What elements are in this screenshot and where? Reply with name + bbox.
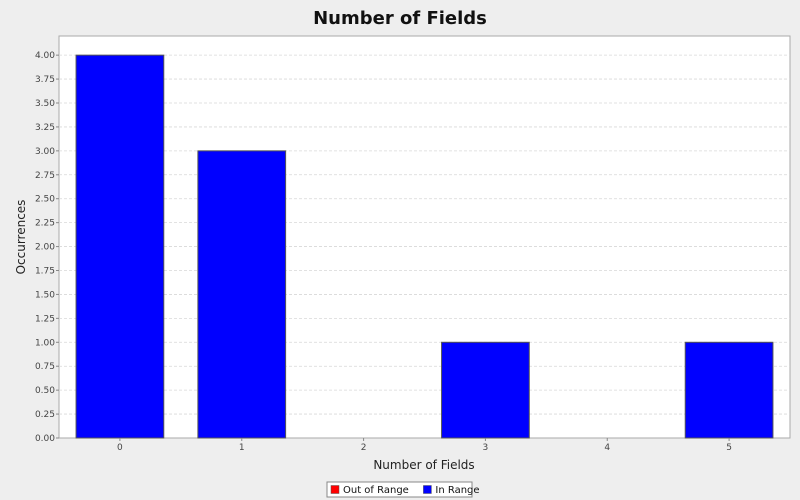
y-tick-label: 2.50 [35, 195, 55, 205]
y-tick-label: 3.75 [35, 75, 55, 85]
legend-box [326, 481, 473, 498]
y-tick-label: 1.75 [35, 267, 55, 277]
y-tick-label: 1.00 [35, 338, 55, 348]
y-tick-label: 3.50 [35, 99, 55, 109]
legend-label: Out of Range [343, 485, 409, 496]
chart-title: Number of Fields [313, 8, 487, 29]
plot-area [58, 35, 791, 439]
y-tick-label: 1.25 [35, 314, 55, 324]
y-tick-label: 0.25 [35, 410, 55, 420]
y-axis-title: Occurrences [14, 200, 28, 275]
legend: Out of Range In Range [326, 481, 480, 498]
bar-in-range [684, 341, 774, 439]
y-tick-label: 3.00 [35, 147, 55, 157]
x-tick-label: 5 [726, 443, 732, 453]
x-axis-title: Number of Fields [373, 458, 474, 472]
legend-label: In Range [435, 485, 479, 496]
y-tick-label: 2.25 [35, 219, 55, 229]
x-tick-label: 0 [117, 443, 123, 453]
x-tick-label: 3 [483, 443, 489, 453]
x-tick-label: 1 [239, 443, 245, 453]
y-tick-label: 4.00 [35, 51, 55, 61]
y-tick-label: 2.00 [35, 243, 55, 253]
y-tick-label: 2.75 [35, 171, 55, 181]
bar-in-range [75, 54, 165, 439]
y-tick-label: 0.75 [35, 362, 55, 372]
legend-swatch [330, 485, 340, 494]
bars [75, 54, 774, 439]
y-tick-label: 3.25 [35, 123, 55, 133]
y-axis-ticks: 0.00 0.25 0.50 0.75 1.00 1.25 1.50 1.75 2.00 2.25… [35, 51, 59, 444]
bar-in-range [441, 341, 530, 439]
x-tick-label: 4 [604, 443, 610, 453]
y-tick-label: 0.50 [35, 386, 55, 396]
legend-swatch [423, 485, 432, 494]
grid-lines [59, 54, 790, 415]
x-tick-label: 2 [361, 443, 367, 453]
x-axis-ticks: 0 1 2 3 4 5 [117, 438, 732, 453]
y-tick-label: 0.00 [35, 434, 55, 444]
y-tick-label: 1.50 [35, 290, 55, 300]
bar-in-range [197, 150, 287, 439]
